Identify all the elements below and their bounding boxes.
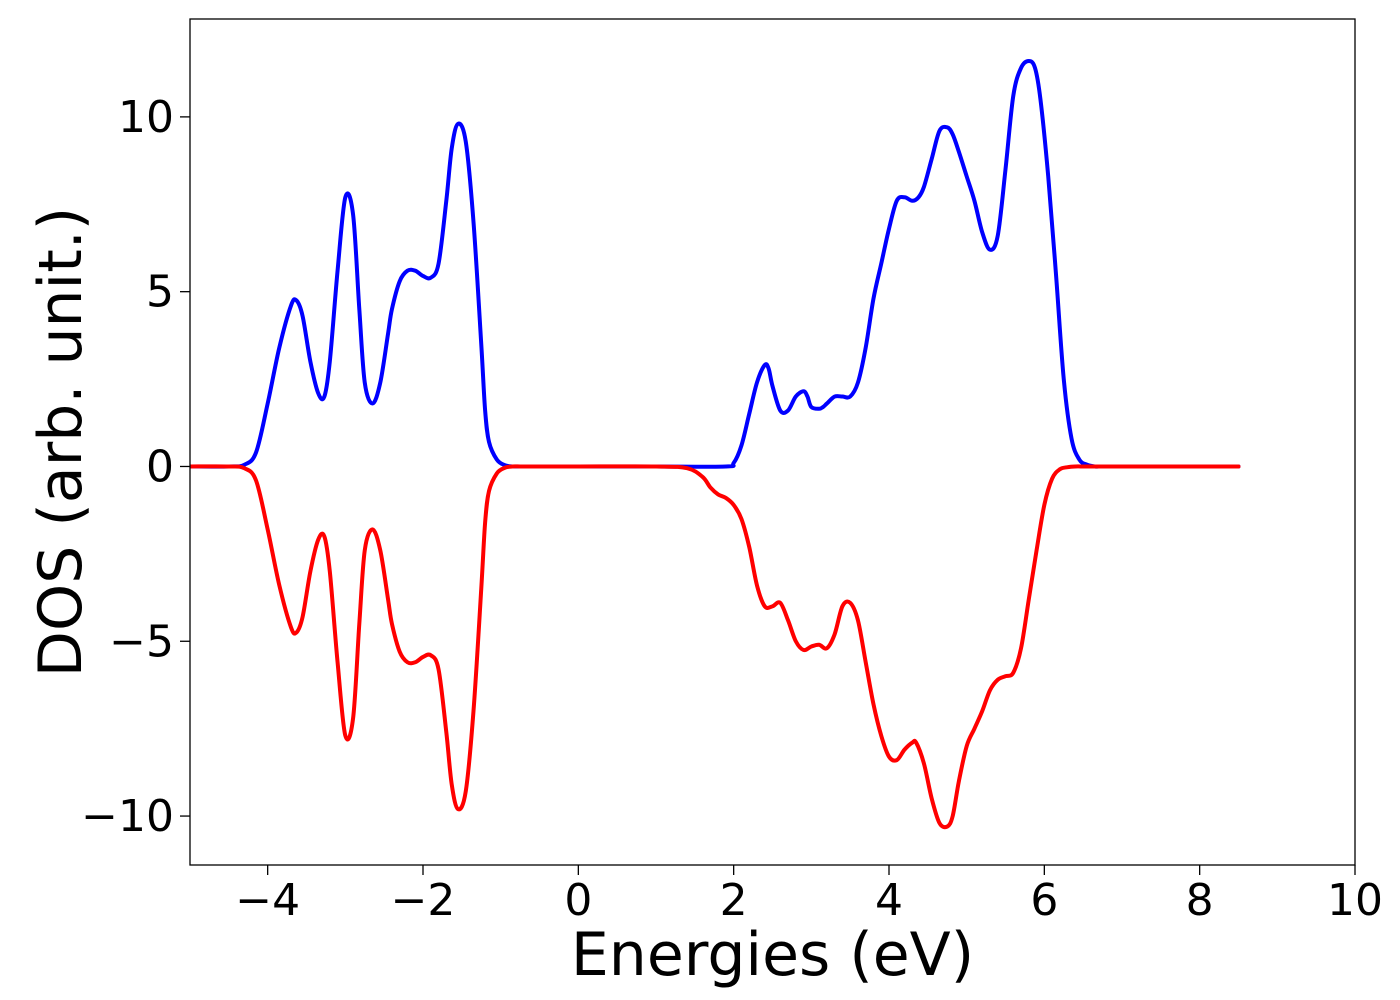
x-tick-label: 6 [1030,875,1058,926]
plot-frame [189,18,1356,866]
x-axis: −4 −2 0 2 4 6 8 10 [235,865,1383,926]
series-line-spin-up [190,58,1241,469]
series-line-spin-down [190,464,1241,830]
x-tick-label: −2 [391,875,456,926]
y-tick-label: −5 [109,616,174,667]
x-tick-label: 0 [564,875,592,926]
x-tick-label: 8 [1186,875,1214,926]
x-tick-label: −4 [235,875,300,926]
x-tick-label: 10 [1327,875,1383,926]
y-tick-label: 5 [146,267,174,318]
x-tick-label: 4 [875,875,903,926]
y-tick-label: 0 [146,441,174,492]
y-tick-label: −10 [81,791,174,842]
y-tick-label: 10 [118,92,174,143]
series-layer [190,58,1241,830]
y-axis: −10 −5 0 5 10 [81,92,190,842]
y-axis-label: DOS (arb. unit.) [26,207,96,677]
x-tick-label: 2 [720,875,748,926]
x-axis-label: Energies (eV) [571,920,974,990]
